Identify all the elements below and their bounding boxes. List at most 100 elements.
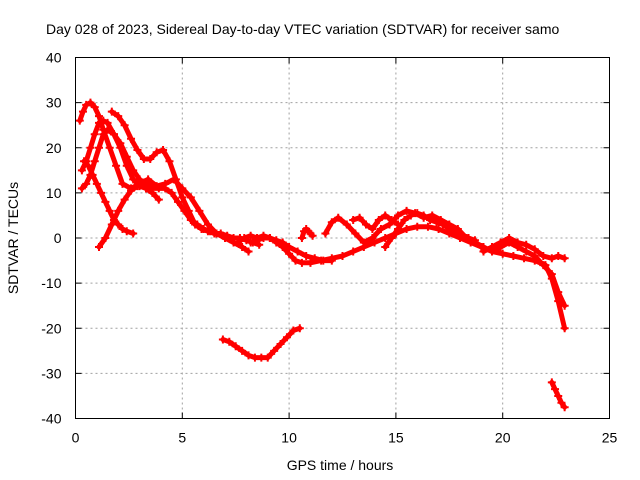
data-point [99, 130, 108, 139]
data-point [359, 238, 368, 247]
data-point [112, 161, 121, 170]
data-point [522, 240, 531, 249]
data-point [75, 116, 84, 125]
series-track-5 [94, 179, 155, 252]
data-point [233, 238, 242, 247]
data-point [302, 252, 311, 261]
data-point [263, 353, 272, 362]
data-point [265, 234, 274, 242]
data-point [554, 288, 563, 297]
data-point [152, 148, 161, 157]
series-track-6 [107, 107, 264, 249]
grid [75, 57, 610, 419]
y-tick-label: 30 [46, 95, 62, 111]
series-line [77, 100, 251, 254]
data-point [308, 231, 317, 240]
data-point [225, 337, 234, 346]
data-point [122, 227, 131, 236]
data-point [99, 116, 108, 125]
data-point [319, 256, 328, 265]
series-track-11 [349, 211, 403, 233]
chart-title: Day 028 of 2023, Sidereal Day-to-day VTE… [46, 21, 559, 37]
y-tick-label: 0 [54, 230, 62, 246]
data-point [539, 261, 548, 270]
data-point [334, 213, 343, 222]
data-point [560, 324, 569, 333]
data-point [434, 224, 443, 233]
data-point [191, 220, 200, 229]
data-point [426, 215, 435, 224]
data-point [291, 256, 300, 265]
data-point [276, 340, 285, 349]
data-point [90, 103, 99, 112]
data-point [406, 211, 415, 220]
data-point [77, 166, 86, 175]
data-point [114, 112, 123, 121]
data-point [244, 247, 253, 256]
data-point [419, 211, 428, 220]
data-point [178, 193, 187, 202]
data-point [161, 184, 170, 193]
data-point [223, 231, 232, 240]
data-point [154, 195, 163, 204]
series-track-14 [218, 324, 304, 362]
data-point [297, 258, 306, 267]
data-point [78, 107, 87, 116]
data-point [107, 107, 116, 116]
data-point [327, 218, 336, 227]
data-point [321, 229, 330, 238]
data-point [203, 220, 212, 229]
data-point [90, 157, 99, 166]
data-point [107, 220, 116, 229]
data-point [84, 161, 93, 170]
data-point [554, 252, 563, 261]
data-point [513, 238, 522, 247]
data-point [432, 218, 441, 227]
series-track-4 [80, 157, 138, 238]
data-point [539, 252, 548, 261]
data-point [171, 175, 180, 184]
data-point [530, 245, 539, 254]
series-track-10 [381, 209, 479, 252]
data-point [560, 254, 569, 263]
data-point [400, 215, 409, 224]
x-tick-label: 0 [72, 430, 80, 446]
data-point [402, 224, 411, 233]
data-point [135, 175, 144, 184]
data-point [385, 220, 394, 229]
data-point [238, 346, 247, 355]
data-point [86, 98, 95, 107]
data-point [127, 134, 136, 143]
data-point [197, 224, 206, 233]
data-point [94, 112, 103, 121]
data-point [109, 130, 118, 139]
data-point [244, 351, 253, 360]
data-point [368, 224, 377, 233]
data-point [488, 243, 497, 252]
data-point [470, 236, 479, 245]
data-point [118, 179, 127, 188]
data-point [105, 143, 114, 152]
data-point [218, 335, 227, 344]
data-point [560, 403, 569, 412]
data-point [381, 211, 390, 220]
data-point [184, 206, 193, 215]
data-point [101, 234, 110, 242]
data-point [376, 224, 385, 233]
data-point [451, 227, 460, 236]
x-tick-label: 10 [281, 430, 297, 446]
data-point [133, 182, 142, 191]
data-point [246, 231, 255, 240]
data-point [90, 130, 99, 139]
data-point [361, 220, 370, 229]
data-point [285, 249, 294, 258]
x-tick-label: 25 [602, 430, 618, 446]
data-point [129, 166, 138, 175]
data-point [306, 258, 315, 267]
series-track-12 [479, 234, 569, 263]
data-point [116, 139, 125, 148]
data-point [186, 193, 195, 202]
x-tick-label: 5 [178, 430, 186, 446]
data-point [295, 324, 304, 333]
data-point [122, 152, 131, 161]
